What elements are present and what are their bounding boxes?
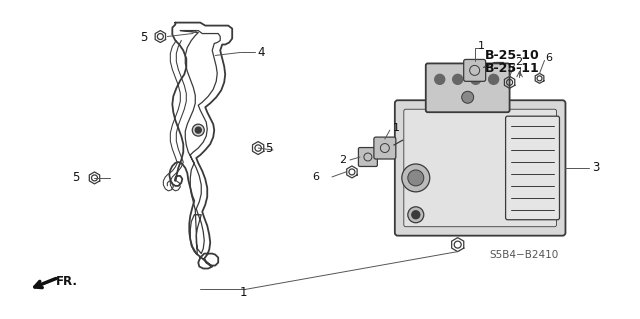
Circle shape	[192, 124, 204, 136]
FancyBboxPatch shape	[426, 63, 509, 112]
Circle shape	[195, 127, 201, 133]
Text: 3: 3	[593, 161, 600, 174]
Text: 5: 5	[265, 142, 273, 154]
FancyBboxPatch shape	[506, 116, 559, 220]
Text: 6: 6	[545, 54, 552, 63]
FancyBboxPatch shape	[464, 59, 486, 81]
Text: 4: 4	[257, 46, 264, 59]
Text: S5B4−B2410: S5B4−B2410	[490, 249, 559, 260]
FancyBboxPatch shape	[374, 137, 396, 159]
Text: 1: 1	[393, 123, 400, 133]
Text: 1: 1	[239, 286, 247, 299]
FancyBboxPatch shape	[395, 100, 566, 236]
Text: 6: 6	[312, 172, 319, 182]
Text: 2: 2	[339, 155, 346, 165]
Circle shape	[402, 164, 430, 192]
Text: 1: 1	[477, 41, 484, 51]
Circle shape	[452, 74, 463, 84]
FancyBboxPatch shape	[404, 109, 557, 227]
Text: B-25-11: B-25-11	[484, 62, 540, 75]
Circle shape	[470, 74, 481, 84]
Text: 5: 5	[140, 31, 147, 44]
Text: 5: 5	[72, 171, 79, 184]
Circle shape	[488, 74, 499, 84]
Text: B-25-10: B-25-10	[484, 49, 540, 62]
Circle shape	[461, 91, 474, 103]
Circle shape	[435, 74, 445, 84]
FancyBboxPatch shape	[358, 148, 378, 167]
Text: 2: 2	[516, 57, 523, 67]
Circle shape	[408, 170, 424, 186]
Text: FR.: FR.	[56, 275, 77, 288]
Circle shape	[408, 207, 424, 223]
Circle shape	[412, 211, 420, 219]
